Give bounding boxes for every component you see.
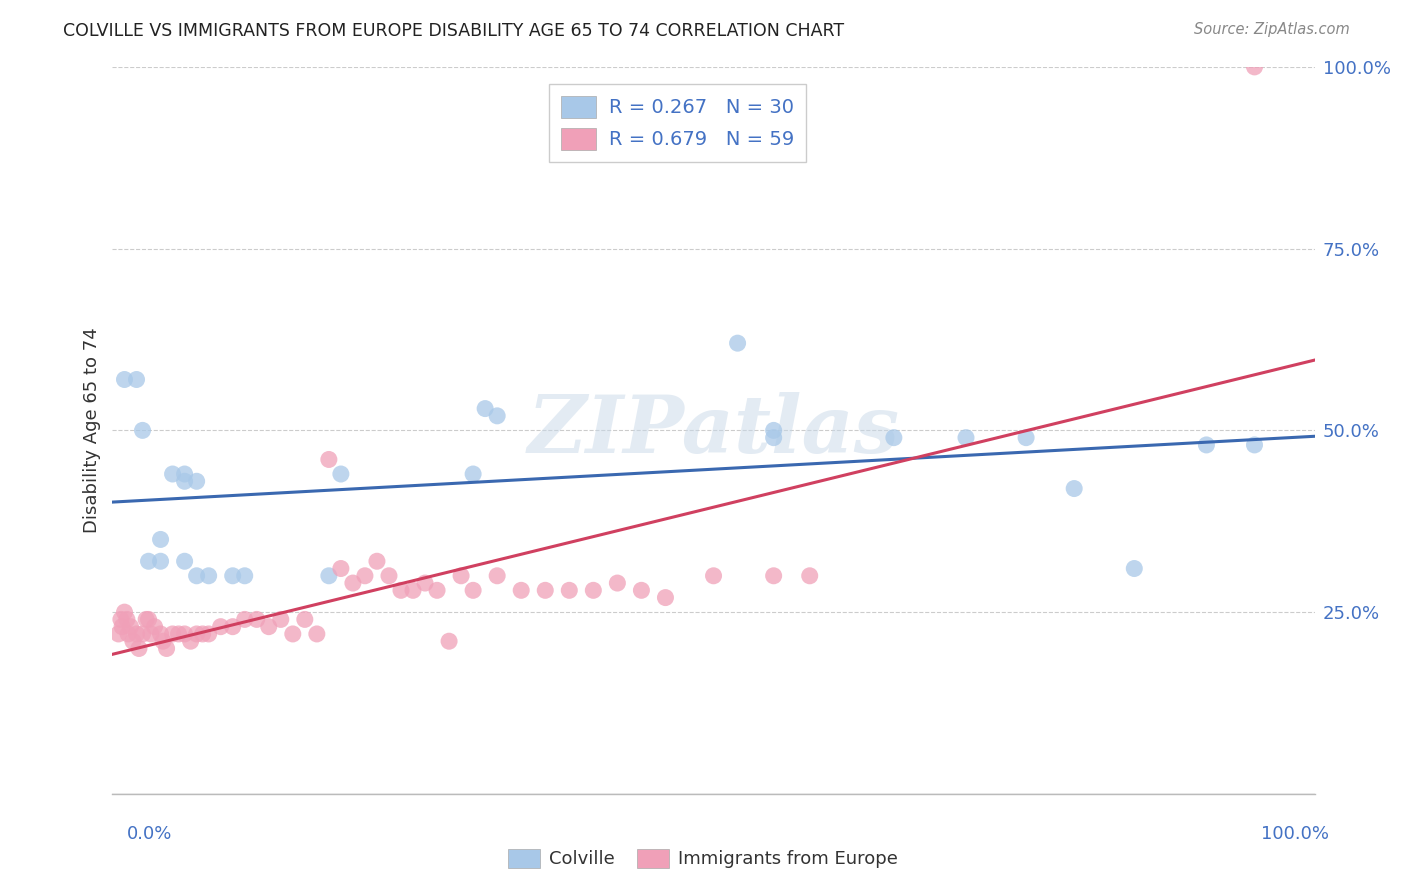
Point (155, 641, 177, 656)
Point (186, 475, 208, 489)
Point (1063, 482, 1085, 496)
Text: ZIPatlas: ZIPatlas (527, 392, 900, 469)
Point (762, 424, 785, 438)
Point (197, 627, 219, 641)
Point (222, 569, 245, 583)
Point (1243, 438, 1265, 452)
Point (1195, 438, 1218, 452)
Point (139, 627, 162, 641)
Point (762, 569, 785, 583)
Point (342, 576, 364, 591)
Point (125, 627, 148, 641)
Point (654, 591, 676, 605)
Point (463, 467, 485, 481)
Point (389, 583, 412, 598)
Point (318, 569, 340, 583)
Point (138, 554, 160, 568)
Point (120, 620, 142, 634)
Point (534, 583, 557, 598)
Point (114, 605, 136, 619)
Point (450, 569, 472, 583)
Point (117, 627, 139, 641)
Point (366, 554, 388, 568)
Point (110, 612, 132, 626)
Point (197, 569, 219, 583)
Point (474, 401, 496, 416)
Point (143, 620, 166, 634)
Point (402, 583, 425, 598)
Point (111, 620, 134, 634)
Point (305, 627, 328, 641)
Point (138, 612, 160, 626)
Point (149, 533, 172, 547)
Point (186, 569, 208, 583)
Legend: R = 0.267   N = 30, R = 0.679   N = 59: R = 0.267 N = 30, R = 0.679 N = 59 (548, 84, 806, 161)
Point (1243, 60, 1265, 74)
Point (135, 612, 157, 626)
Point (883, 431, 905, 445)
Point (257, 620, 280, 634)
Point (955, 431, 977, 445)
Point (582, 583, 605, 598)
Y-axis label: Disability Age 65 to 74: Disability Age 65 to 74 (83, 327, 101, 533)
Point (558, 583, 581, 598)
Point (173, 475, 195, 489)
Point (463, 583, 485, 598)
Point (173, 467, 195, 481)
Point (727, 336, 749, 351)
Point (162, 627, 184, 641)
Point (186, 627, 208, 641)
Text: 100.0%: 100.0% (1261, 825, 1329, 843)
Point (107, 627, 129, 641)
Point (378, 569, 401, 583)
Point (149, 627, 172, 641)
Point (167, 627, 190, 641)
Point (799, 569, 821, 583)
Point (281, 627, 304, 641)
Point (246, 612, 269, 626)
Point (180, 634, 202, 648)
Point (162, 467, 184, 481)
Point (426, 583, 449, 598)
Point (762, 431, 785, 445)
Point (1123, 561, 1146, 575)
Point (294, 612, 316, 626)
Point (128, 641, 150, 656)
Point (122, 634, 145, 648)
Point (173, 627, 195, 641)
Point (131, 424, 153, 438)
Point (173, 554, 195, 568)
Point (233, 612, 256, 626)
Point (413, 576, 436, 591)
Point (606, 576, 628, 591)
Point (125, 372, 148, 386)
Point (318, 452, 340, 467)
Text: 0.0%: 0.0% (127, 825, 172, 843)
Legend: Colville, Immigrants from Europe: Colville, Immigrants from Europe (501, 841, 905, 876)
Point (209, 620, 232, 634)
Point (114, 372, 136, 386)
Point (630, 583, 652, 598)
Point (1015, 431, 1038, 445)
Point (131, 627, 153, 641)
Point (703, 569, 725, 583)
Text: Source: ZipAtlas.com: Source: ZipAtlas.com (1194, 22, 1350, 37)
Point (115, 612, 138, 626)
Point (270, 612, 292, 626)
Point (152, 634, 174, 648)
Point (437, 634, 460, 648)
Point (329, 467, 352, 481)
Text: COLVILLE VS IMMIGRANTS FROM EUROPE DISABILITY AGE 65 TO 74 CORRELATION CHART: COLVILLE VS IMMIGRANTS FROM EUROPE DISAB… (63, 22, 845, 40)
Point (354, 569, 377, 583)
Point (329, 561, 352, 575)
Point (510, 583, 533, 598)
Point (486, 569, 509, 583)
Point (486, 409, 509, 423)
Point (233, 569, 256, 583)
Point (222, 620, 245, 634)
Point (149, 554, 172, 568)
Point (191, 627, 214, 641)
